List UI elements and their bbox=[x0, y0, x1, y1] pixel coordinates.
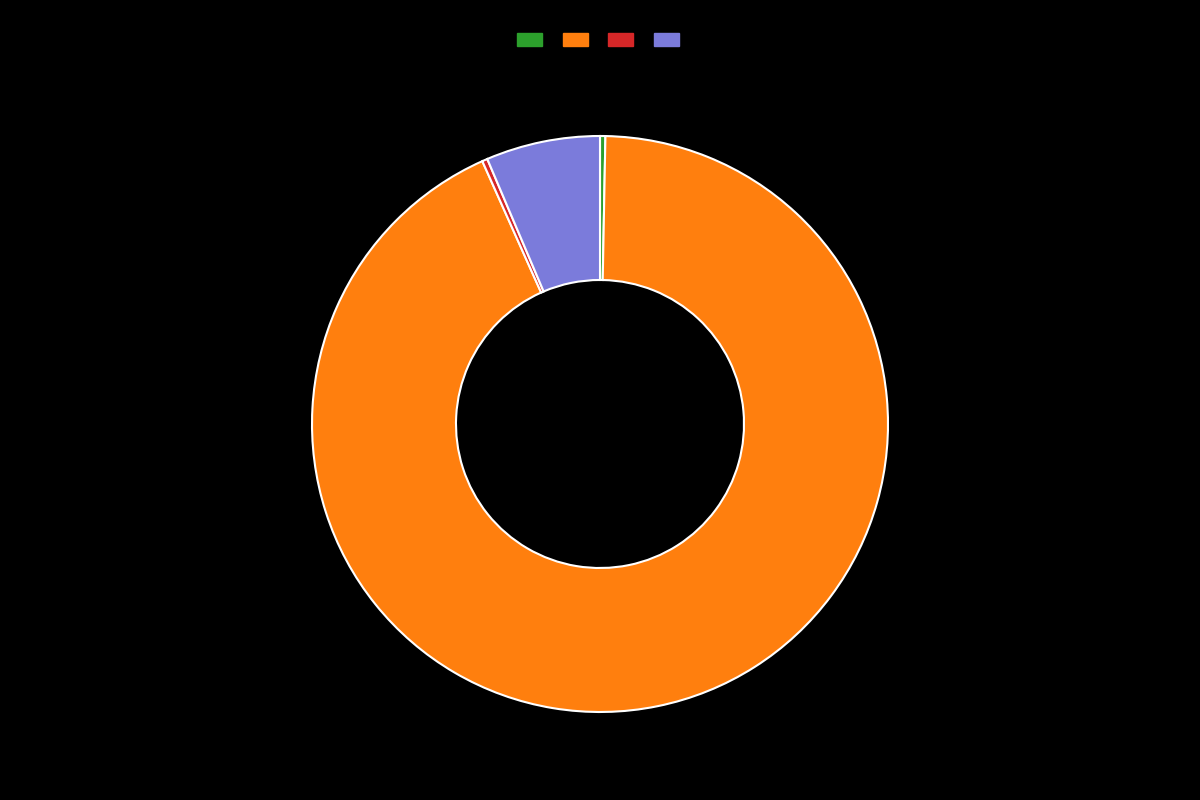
Wedge shape bbox=[312, 136, 888, 712]
Legend: , , , : , , , bbox=[511, 28, 689, 53]
Wedge shape bbox=[487, 136, 600, 291]
Wedge shape bbox=[600, 136, 606, 280]
Wedge shape bbox=[482, 159, 544, 293]
